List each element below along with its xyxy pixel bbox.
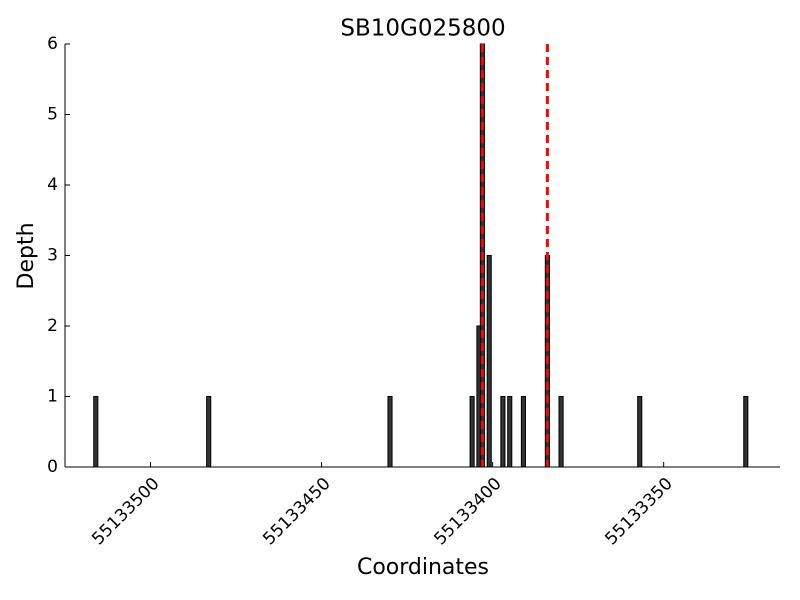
y-tick-label: 5 (47, 105, 58, 125)
bar (469, 396, 475, 468)
y-tick-label: 3 (47, 246, 58, 266)
bar (387, 396, 393, 468)
bar (206, 396, 212, 468)
y-tick-label: 2 (47, 316, 58, 336)
bar (743, 396, 749, 468)
y-tick-label: 4 (47, 175, 58, 195)
x-axis-label: Coordinates (357, 555, 489, 580)
bar (486, 255, 492, 468)
x-tick-label: 55133350 (601, 474, 676, 549)
bar (558, 396, 564, 468)
y-axis-label: Depth (14, 222, 39, 289)
y-tick-label: 0 (47, 457, 58, 477)
x-tick-label: 55133500 (88, 474, 163, 549)
bar (637, 396, 643, 468)
x-tick-label: 55133400 (430, 474, 505, 549)
bar (507, 396, 513, 468)
bar (93, 396, 99, 468)
x-tick-label: 55133450 (259, 474, 334, 549)
y-tick-label: 6 (47, 34, 58, 54)
chart-title: SB10G025800 (340, 16, 505, 42)
y-tick-label: 1 (47, 387, 58, 407)
bar (500, 396, 506, 468)
bar (520, 396, 526, 468)
